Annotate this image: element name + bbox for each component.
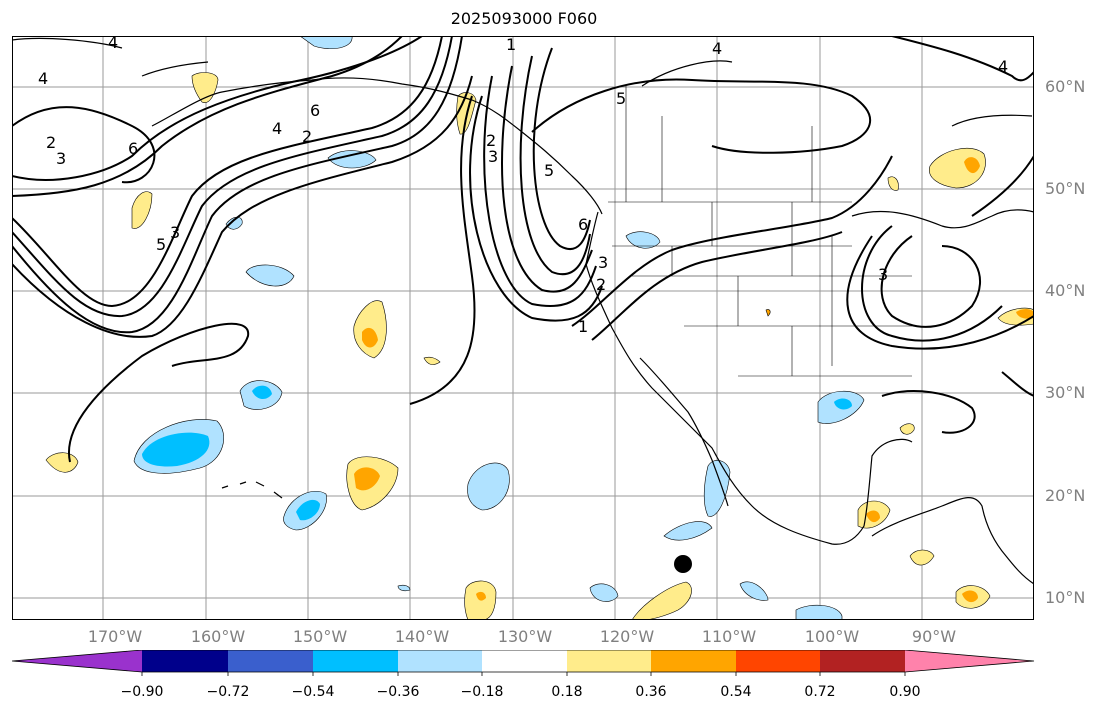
colorbar-tick-label: −0.54 xyxy=(291,684,335,700)
contour-label: 6 xyxy=(578,215,588,234)
colorbar-segment xyxy=(651,650,736,672)
colorbar-segment xyxy=(398,650,482,672)
colorbar-segment xyxy=(482,650,567,672)
colorbar-tick-label: −0.90 xyxy=(120,684,164,700)
lon-label-90w: 90°W xyxy=(911,627,957,646)
lon-label-130w: 130°W xyxy=(497,627,553,646)
lon-label-110w: 110°W xyxy=(701,627,757,646)
contour-label: 1 xyxy=(578,317,588,336)
contour-label: 6 xyxy=(128,139,138,158)
contour-label: 5 xyxy=(616,89,626,108)
contour-label: 3 xyxy=(878,265,888,284)
lon-label-100w: 100°W xyxy=(804,627,860,646)
state-borders xyxy=(608,86,912,377)
contour-label-group: 4 4 4 2 3 6 5 6 4 2 2 3 5 3 5 6 4 3 2 1 … xyxy=(38,36,1008,336)
lon-label-150w: 150°W xyxy=(292,627,348,646)
lat-label-40: 40°N xyxy=(1045,281,1086,300)
lon-label-120w: 120°W xyxy=(599,627,655,646)
colorbar-segment xyxy=(567,650,651,672)
colorbar-tick-label: 0.54 xyxy=(720,684,752,700)
colorbar-segment xyxy=(142,650,228,672)
colorbar-segment xyxy=(12,650,142,672)
lat-label-20: 20°N xyxy=(1045,486,1086,505)
colorbar-segment xyxy=(736,650,820,672)
colorbar-segment xyxy=(905,650,1034,672)
lon-label-160w: 160°W xyxy=(190,627,246,646)
colorbar-segment xyxy=(820,650,905,672)
contour-label: 1 xyxy=(506,36,516,54)
shaded-blobs xyxy=(45,36,1034,620)
map-title: 2025093000 F060 xyxy=(450,9,598,28)
lat-label-10: 10°N xyxy=(1045,588,1086,607)
contour-label: 2 xyxy=(486,131,496,150)
contour-label: 3 xyxy=(56,149,66,168)
map-panel: 4 4 4 2 3 6 5 6 4 2 2 3 5 3 5 6 4 3 2 1 … xyxy=(12,36,1034,620)
contour-label: 4 xyxy=(108,36,118,52)
contour-label: 2 xyxy=(302,127,312,146)
colorbar-tick-label: 0.18 xyxy=(551,684,583,700)
contour-label: 2 xyxy=(596,275,606,294)
colorbar xyxy=(12,650,1035,676)
colorbar-tick-label: 0.90 xyxy=(889,684,921,700)
colorbar-tick-label: −0.36 xyxy=(376,684,420,700)
contour-label: 4 xyxy=(998,57,1008,76)
contour-label: 4 xyxy=(272,119,282,138)
lon-label-140w: 140°W xyxy=(394,627,450,646)
lat-label-50: 50°N xyxy=(1045,179,1086,198)
lon-label-170w: 170°W xyxy=(87,627,143,646)
colorbar-tick-label: 0.72 xyxy=(804,684,836,700)
contour-lines xyxy=(12,36,1034,463)
lat-label-60: 60°N xyxy=(1045,77,1086,96)
contour-label: 2 xyxy=(46,133,56,152)
colorbar-tick-label: 0.36 xyxy=(635,684,667,700)
colorbar-segment xyxy=(313,650,398,672)
lat-label-30: 30°N xyxy=(1045,383,1086,402)
colorbar-tick-label: −0.18 xyxy=(460,684,504,700)
contour-label: 4 xyxy=(38,69,48,88)
contour-label: 4 xyxy=(712,39,722,58)
contour-label: 3 xyxy=(598,253,608,272)
contour-label: 6 xyxy=(310,101,320,120)
colorbar-tick-label: −0.72 xyxy=(206,684,250,700)
contour-label: 3 xyxy=(170,223,180,242)
storm-center-marker xyxy=(674,555,692,573)
contour-label: 5 xyxy=(156,235,166,254)
gridlines xyxy=(12,36,1034,620)
colorbar-segment xyxy=(228,650,313,672)
contour-label: 3 xyxy=(488,147,498,166)
contour-label: 5 xyxy=(544,161,554,180)
